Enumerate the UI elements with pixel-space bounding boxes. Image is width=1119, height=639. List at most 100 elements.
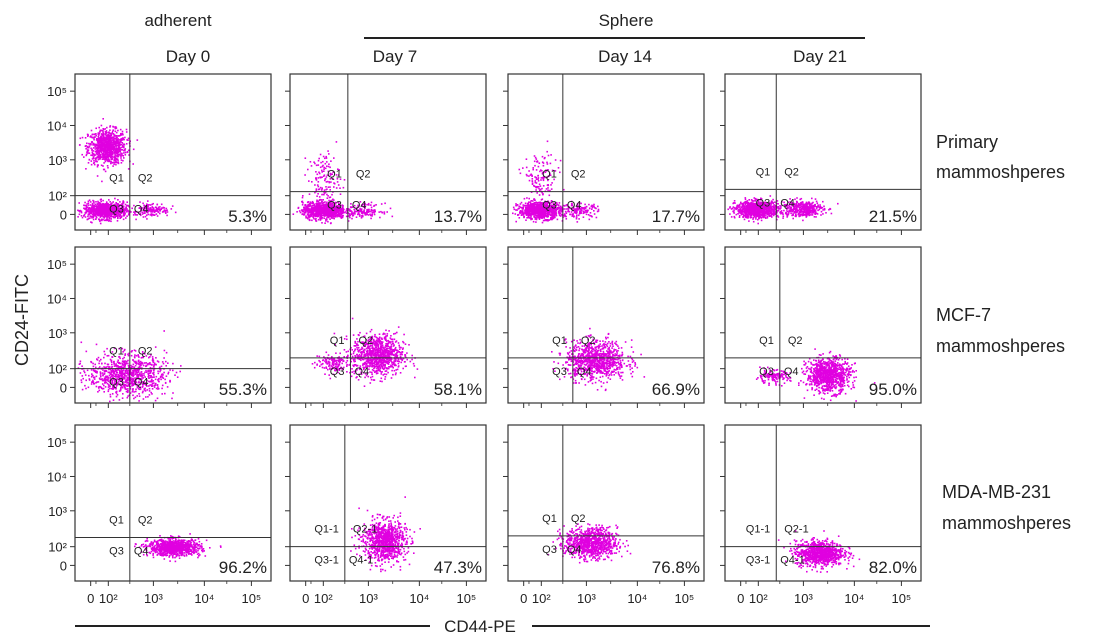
- event-dot: [154, 210, 156, 213]
- event-dot: [106, 140, 109, 143]
- event-dot: [559, 159, 562, 162]
- event-dot: [322, 209, 325, 211]
- event-dot: [99, 202, 102, 204]
- event-dot: [550, 188, 553, 190]
- event-dot: [311, 181, 313, 183]
- group-label-adherent: adherent: [144, 11, 211, 30]
- event-dot: [534, 206, 537, 209]
- event-dot: [305, 205, 308, 208]
- event-dot: [327, 220, 329, 223]
- event-dot: [102, 135, 105, 138]
- event-dot: [540, 211, 543, 214]
- event-dot: [333, 203, 336, 206]
- event-dot: [323, 208, 326, 210]
- event-dot: [317, 218, 320, 221]
- event-dot: [122, 144, 124, 147]
- event-dot: [123, 208, 125, 211]
- event-dot: [105, 215, 107, 218]
- event-dot: [522, 210, 524, 212]
- event-dot: [549, 189, 551, 192]
- event-dot: [104, 208, 107, 211]
- event-dot: [559, 215, 562, 217]
- event-dot: [100, 135, 102, 138]
- event-dot: [518, 207, 520, 210]
- event-dot: [540, 201, 542, 204]
- event-dot: [589, 212, 592, 214]
- quadrant-label: Q2: [138, 173, 153, 185]
- event-dot: [100, 211, 103, 213]
- event-dot: [109, 126, 111, 128]
- event-dot: [524, 209, 527, 211]
- event-dot: [530, 214, 533, 216]
- event-dot: [727, 208, 729, 211]
- event-dot: [317, 159, 320, 162]
- event-dot: [122, 143, 124, 146]
- event-dot: [95, 134, 97, 137]
- event-dot: [580, 209, 583, 212]
- event-dot: [350, 213, 353, 215]
- event-dot: [316, 201, 318, 203]
- event-dot: [143, 206, 146, 209]
- event-dot: [120, 134, 122, 136]
- event-dot: [149, 209, 152, 211]
- event-dot: [81, 216, 84, 219]
- event-dot: [155, 210, 157, 212]
- event-dot: [531, 183, 534, 185]
- event-dot: [115, 141, 118, 143]
- event-dot: [309, 161, 312, 163]
- panel-frame: [74, 73, 272, 231]
- event-dot: [303, 211, 306, 214]
- event-dot: [84, 201, 86, 204]
- event-dot: [582, 212, 585, 215]
- event-dot: [86, 210, 88, 212]
- event-dot: [538, 201, 541, 204]
- event-dot: [101, 150, 104, 152]
- event-dot: [115, 144, 117, 146]
- event-dot: [558, 202, 561, 204]
- event-dot: [328, 153, 330, 155]
- event-dot: [117, 129, 119, 132]
- event-dot: [317, 212, 319, 215]
- event-dot: [553, 215, 555, 217]
- event-dot: [325, 186, 327, 188]
- event-dot: [123, 144, 126, 146]
- event-dot: [85, 207, 88, 209]
- event-dot: [512, 212, 514, 215]
- event-dot: [349, 213, 351, 215]
- event-dot: [321, 222, 323, 224]
- event-dot: [323, 175, 325, 177]
- event-dot: [78, 213, 81, 216]
- event-dot: [91, 141, 93, 143]
- event-dot: [314, 215, 316, 218]
- event-dot: [733, 215, 736, 218]
- event-dot: [107, 152, 109, 155]
- event-dot: [338, 169, 340, 171]
- event-dot: [367, 202, 370, 205]
- event-dot: [117, 142, 119, 144]
- event-dot: [541, 216, 544, 219]
- event-dot: [90, 135, 92, 137]
- event-dot: [108, 204, 111, 206]
- event-dot: [322, 207, 325, 209]
- event-dot: [113, 146, 116, 148]
- event-dot: [101, 153, 104, 155]
- event-dot: [103, 149, 106, 152]
- event-dot: [147, 213, 150, 216]
- event-dot: [105, 208, 108, 211]
- quadrant-label: Q3: [109, 204, 124, 216]
- event-dot: [326, 201, 328, 204]
- event-dot: [87, 207, 90, 210]
- event-dot: [144, 212, 146, 214]
- event-dot: [565, 215, 567, 218]
- panel-frame: [724, 73, 922, 231]
- event-dot: [365, 213, 368, 216]
- event-dot: [357, 204, 359, 207]
- event-dot: [526, 208, 528, 211]
- event-dot: [149, 207, 152, 209]
- event-dot: [122, 138, 124, 141]
- event-dot: [113, 147, 115, 150]
- event-dot: [570, 203, 573, 205]
- event-dot: [558, 214, 561, 217]
- event-dot: [316, 184, 319, 186]
- event-dot: [353, 204, 356, 207]
